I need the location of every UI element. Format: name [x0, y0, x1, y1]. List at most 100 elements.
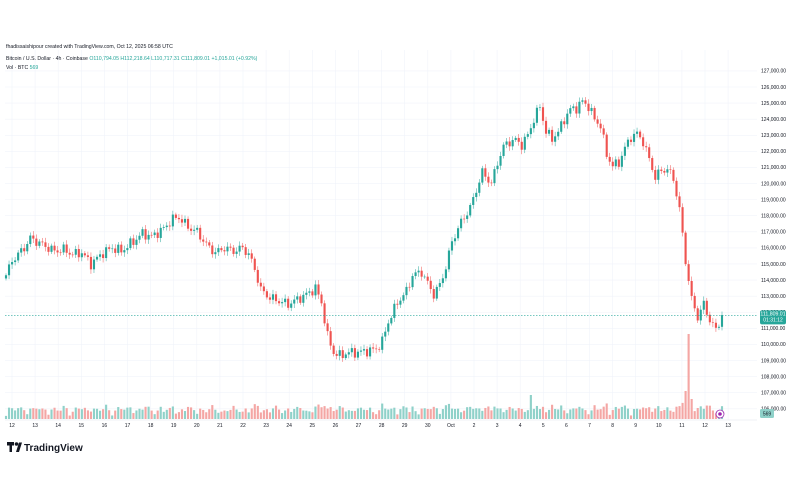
candle-body	[699, 309, 702, 321]
candle-body	[114, 248, 117, 253]
candle-body	[705, 300, 708, 315]
x-tick-label: 30	[425, 423, 431, 429]
candle-body	[584, 100, 587, 104]
volume-bar	[469, 406, 472, 419]
candle-body	[244, 247, 247, 255]
candle-body	[620, 155, 623, 167]
volume-bar	[353, 410, 356, 419]
volume-bar	[557, 409, 560, 419]
candle-body	[147, 234, 150, 240]
volume-bar	[156, 410, 159, 419]
candle-body	[290, 303, 293, 308]
volume-bar	[560, 405, 563, 419]
volume-bar	[669, 410, 672, 419]
volume-bar	[59, 410, 62, 419]
volume-bar	[208, 409, 211, 419]
candle-body	[675, 180, 678, 197]
candle-body	[177, 217, 180, 220]
volume-bar	[687, 334, 690, 419]
y-tick-label: 107,000.00	[761, 390, 786, 396]
volume-bar	[229, 409, 232, 419]
x-tick-label: 2	[473, 423, 476, 429]
symbol-legend[interactable]: Bitcoin / U.S. Dollar · 4h · Coinbase O1…	[6, 56, 257, 62]
candle-body	[287, 298, 290, 308]
volume-bar	[211, 405, 214, 419]
volume-bar	[23, 410, 26, 419]
volume-bar	[50, 409, 53, 419]
candle-body	[526, 134, 529, 137]
candle-body	[408, 286, 411, 288]
candle-body	[447, 250, 451, 270]
volume-bar	[675, 406, 678, 419]
volume-bar	[271, 408, 275, 419]
candle-body	[341, 350, 344, 359]
volume-bar	[696, 408, 699, 419]
volume-bar	[450, 408, 454, 419]
candle-body	[402, 295, 405, 301]
volume-bar	[499, 408, 502, 419]
y-tick-label: 123,000.00	[761, 133, 786, 139]
candlestick-series	[4, 97, 724, 362]
candle-body	[456, 228, 460, 239]
x-tick-label: 23	[263, 423, 269, 429]
candle-body	[17, 252, 20, 261]
volume-marker[interactable]	[715, 409, 725, 419]
volume-bar	[38, 409, 41, 419]
volume-bar	[639, 409, 642, 419]
candle-body	[693, 295, 696, 309]
volume-bar	[177, 412, 180, 419]
candle-body	[441, 278, 444, 284]
candle-body	[284, 298, 287, 303]
candle-body	[387, 323, 390, 332]
candle-body	[20, 248, 23, 253]
candle-body	[262, 286, 265, 292]
volume-bar	[284, 410, 287, 419]
volume-bar	[529, 395, 532, 419]
volume-bar	[544, 412, 548, 419]
volume-bar	[123, 409, 126, 419]
volume-bar	[563, 410, 566, 419]
candle-body	[396, 303, 399, 305]
volume-bar	[426, 408, 429, 419]
x-tick-label: 19	[171, 423, 177, 429]
volume-bar	[302, 410, 305, 419]
volume-bar	[238, 411, 241, 419]
candle-body	[317, 284, 320, 295]
volume-bar	[138, 408, 141, 419]
candle-body	[153, 232, 156, 236]
volume-bar	[250, 408, 253, 419]
candle-body	[593, 107, 596, 120]
candle-body	[265, 291, 268, 298]
candle-body	[648, 147, 651, 159]
logo-mark[interactable]	[7, 442, 22, 452]
candle-body	[59, 252, 62, 254]
candle-body	[229, 246, 232, 248]
volume-bar	[623, 405, 626, 419]
candle-body	[98, 254, 102, 257]
volume-bar	[214, 409, 217, 419]
candle-body	[654, 169, 657, 180]
volume-bar	[566, 413, 569, 419]
volume-bar	[523, 411, 526, 419]
volume-bar	[526, 410, 529, 419]
volume-bar	[347, 410, 350, 419]
volume-bar	[505, 409, 508, 419]
volume-bar	[241, 411, 244, 419]
volume-bar	[447, 403, 451, 419]
volume-bar	[150, 410, 153, 419]
candle-body	[302, 294, 305, 303]
volume-legend[interactable]: Vol · BTC 569	[6, 65, 38, 71]
x-tick-label: 13	[32, 423, 38, 429]
candle-body	[293, 299, 296, 304]
candle-body	[111, 248, 114, 250]
volume-bar	[608, 414, 611, 419]
candle-body	[326, 323, 329, 332]
candle-body	[672, 169, 675, 181]
candle-body	[460, 218, 463, 229]
candle-body	[159, 227, 162, 238]
candle-body	[86, 255, 89, 257]
x-tick-label: 17	[125, 423, 131, 429]
chart-grid	[5, 50, 757, 420]
candle-body	[438, 283, 441, 287]
